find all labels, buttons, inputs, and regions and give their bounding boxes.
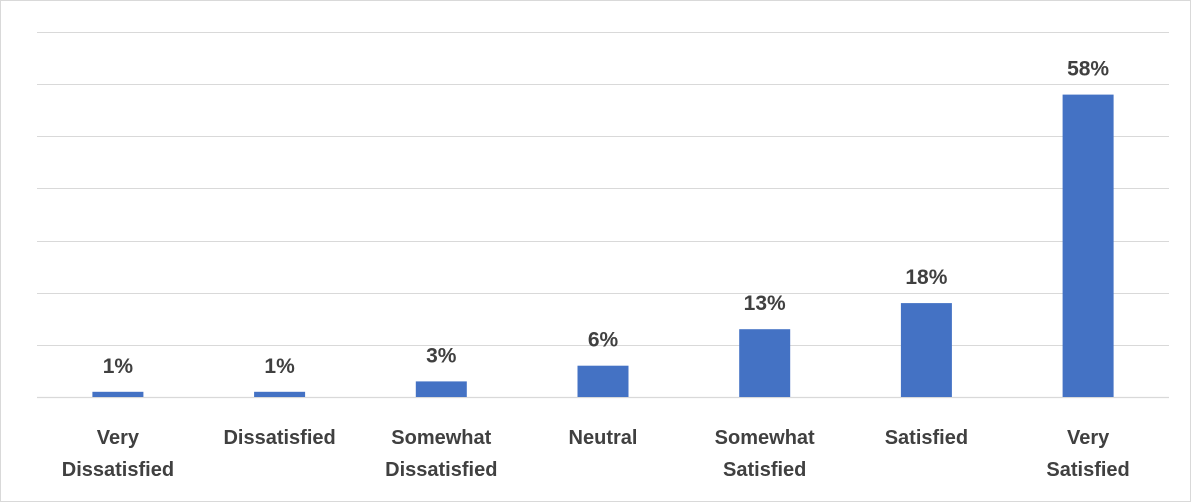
category-label: Satisfied <box>885 427 968 449</box>
category-labels: Very Dissatisfied Dissatisfied Somewhat Diss… <box>62 427 1130 481</box>
bar <box>739 329 791 397</box>
category-label-line: Dissatisfied <box>385 459 497 481</box>
data-label: 13% <box>744 292 786 315</box>
bar <box>577 365 629 397</box>
bar <box>254 391 306 397</box>
data-label: 58% <box>1067 58 1109 81</box>
category-label-line: Dissatisfied <box>223 427 335 449</box>
bars <box>92 94 1114 397</box>
data-label: 3% <box>426 344 457 367</box>
bar <box>415 381 467 397</box>
category-label-line: Somewhat <box>391 427 491 449</box>
category-label-line: Neutral <box>569 427 638 449</box>
category-label-line: Satisfied <box>885 427 968 449</box>
category-label-line: Very <box>1067 427 1110 449</box>
data-label: 1% <box>103 355 134 378</box>
bar <box>900 303 952 397</box>
category-label: Somewhat Dissatisfied <box>385 427 497 481</box>
data-label: 18% <box>905 266 947 289</box>
data-label: 1% <box>264 355 295 378</box>
category-label: Very Satisfied <box>1046 427 1129 481</box>
gridlines <box>37 32 1169 399</box>
category-label-line: Satisfied <box>1046 459 1129 481</box>
category-label-line: Very <box>97 427 140 449</box>
category-label: Very Dissatisfied <box>62 427 174 481</box>
category-label-line: Satisfied <box>723 459 806 481</box>
data-labels: 1% 1% 3% 6% 13% 18% 58% <box>103 58 1110 378</box>
category-label: Dissatisfied <box>223 427 335 449</box>
category-label: Neutral <box>569 427 638 449</box>
category-label-line: Somewhat <box>715 427 815 449</box>
bar <box>1062 94 1114 397</box>
category-label-line: Dissatisfied <box>62 459 174 481</box>
category-label: Somewhat Satisfied <box>715 427 815 481</box>
bar <box>92 391 144 397</box>
data-label: 6% <box>588 329 619 352</box>
